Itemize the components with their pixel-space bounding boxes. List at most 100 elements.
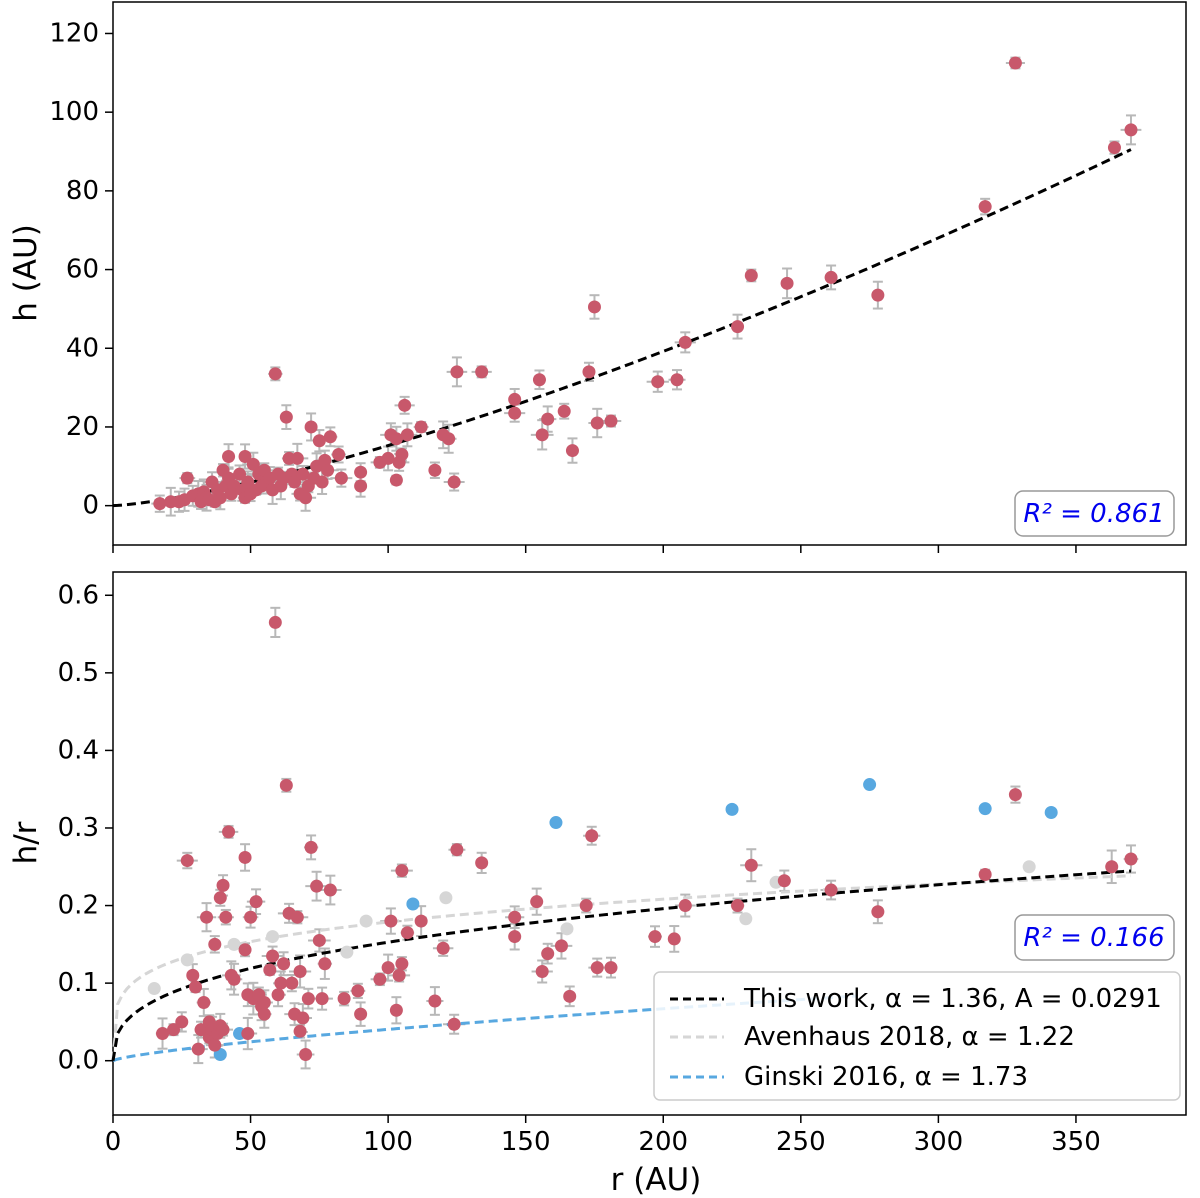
- bottom-data-point: [590, 961, 604, 975]
- top-data-point: [389, 432, 403, 446]
- bottom-data-point: [194, 1023, 208, 1037]
- bottom-data-point: [1008, 788, 1022, 802]
- bottom-data-point: [180, 854, 194, 868]
- bottom-data-point: [678, 899, 692, 913]
- bottom-data-point: [337, 992, 351, 1006]
- bottom-data-point: [579, 899, 593, 913]
- top-data-point: [678, 335, 692, 349]
- top-yticks: 0 20 40 60 80 100 120: [49, 18, 113, 521]
- top-data-point: [290, 451, 304, 465]
- bottom-data-point: [167, 1023, 181, 1037]
- avenhaus-data-point: [560, 922, 574, 936]
- bottom-data-point: [293, 964, 307, 978]
- top-data-point: [213, 491, 227, 505]
- bottom-data-point: [186, 968, 200, 982]
- bottom-data-point: [395, 864, 409, 878]
- bottom-data-point: [197, 996, 211, 1010]
- top-data-point: [334, 471, 348, 485]
- top-data-point: [395, 448, 409, 461]
- top-data-point: [651, 375, 665, 389]
- bottom-y-tick-label: 0.2: [58, 891, 99, 921]
- bottom-data-point: [744, 858, 758, 872]
- bottom-data-point: [312, 933, 326, 947]
- bottom-data-point: [318, 957, 332, 971]
- top-data-point: [541, 412, 555, 426]
- ginski-data-point: [406, 897, 420, 911]
- top-data-point: [312, 434, 326, 448]
- top-data-point: [824, 270, 838, 284]
- bottom-data-point: [563, 989, 577, 1003]
- bottom-data-point: [208, 937, 222, 951]
- top-data-point: [508, 406, 522, 420]
- bottom-data-point: [268, 615, 282, 629]
- top-data-point: [398, 398, 412, 412]
- bottom-data-point: [428, 994, 442, 1008]
- top-data-point: [315, 475, 329, 489]
- top-y-tick-label: 100: [49, 97, 99, 127]
- bottom-data-point: [293, 1024, 307, 1038]
- bottom-data-point: [323, 883, 337, 897]
- top-data-point: [428, 463, 442, 477]
- bottom-data-point: [351, 984, 365, 998]
- bottom-data-point: [436, 941, 450, 955]
- bottom-data-point: [530, 895, 544, 909]
- bottom-data-point: [263, 963, 277, 977]
- top-y-tick-label: 120: [49, 18, 99, 48]
- bottom-data-point: [871, 905, 885, 919]
- bottom-data-point: [395, 957, 409, 971]
- avenhaus-data-point: [227, 937, 241, 951]
- bottom-data-point: [208, 1038, 222, 1052]
- bottom-data-point: [219, 910, 233, 924]
- top-data-point: [299, 491, 313, 505]
- bottom-data-point: [249, 895, 263, 909]
- top-data-point: [1008, 56, 1022, 70]
- avenhaus-data-point: [739, 912, 753, 926]
- top-ylabel: h (AU): [8, 224, 44, 322]
- bottom-y-tick-label: 0.1: [58, 968, 99, 998]
- bottom-yticks: 0.0 0.1 0.2 0.3 0.4 0.5 0.6: [58, 580, 113, 1076]
- bottom-data-point: [238, 943, 252, 957]
- top-data-point: [582, 365, 596, 379]
- bottom-data-point: [156, 1027, 170, 1041]
- bottom-x-tick-label: 250: [776, 1127, 826, 1157]
- top-y-tick-label: 40: [66, 333, 99, 363]
- bottom-r2-box: [1014, 914, 1175, 961]
- top-xticks: [112, 545, 1077, 553]
- top-data-point: [731, 320, 745, 334]
- bottom-data-point: [373, 972, 387, 986]
- top-data-point: [400, 428, 414, 442]
- top-r2-box: [1014, 490, 1175, 537]
- bottom-xticks: 0 50 100 150 200 250 300 350: [105, 1115, 1101, 1157]
- bottom-y-tick-label: 0.6: [58, 580, 99, 610]
- top-data-point: [233, 467, 247, 481]
- top-r2-label: R² = 0.861: [1023, 499, 1164, 529]
- bottom-data-point: [279, 778, 293, 792]
- top-data-point: [604, 414, 618, 428]
- top-data-point: [354, 465, 368, 479]
- top-data-point: [381, 451, 395, 465]
- top-data-point: [354, 479, 368, 493]
- bottom-data-point: [392, 968, 406, 982]
- bottom-data-point: [475, 856, 489, 870]
- bottom-x-tick-label: 350: [1051, 1127, 1101, 1157]
- ginski-data-point: [863, 778, 877, 792]
- avenhaus-data-point: [180, 953, 194, 967]
- top-data-point: [296, 467, 310, 481]
- bottom-data-point: [189, 980, 203, 994]
- bottom-data-point: [450, 843, 464, 857]
- top-data-point: [321, 463, 335, 477]
- bottom-data-point: [541, 947, 555, 961]
- legend: This work, α = 1.36, A = 0.0291 Avenhaus…: [653, 971, 1181, 1101]
- bottom-data-point: [277, 957, 291, 971]
- bottom-data-point: [241, 1027, 255, 1041]
- bottom-data-point: [200, 910, 214, 924]
- bottom-data-point: [535, 964, 549, 978]
- bottom-points: [147, 615, 1138, 1061]
- bottom-data-point: [648, 930, 662, 944]
- bottom-data-point: [508, 910, 522, 924]
- top-y-tick-label: 60: [66, 255, 99, 285]
- bottom-x-tick-label: 0: [105, 1127, 122, 1157]
- bottom-data-point: [257, 996, 271, 1010]
- avenhaus-data-point: [266, 930, 280, 944]
- top-data-point: [871, 288, 885, 302]
